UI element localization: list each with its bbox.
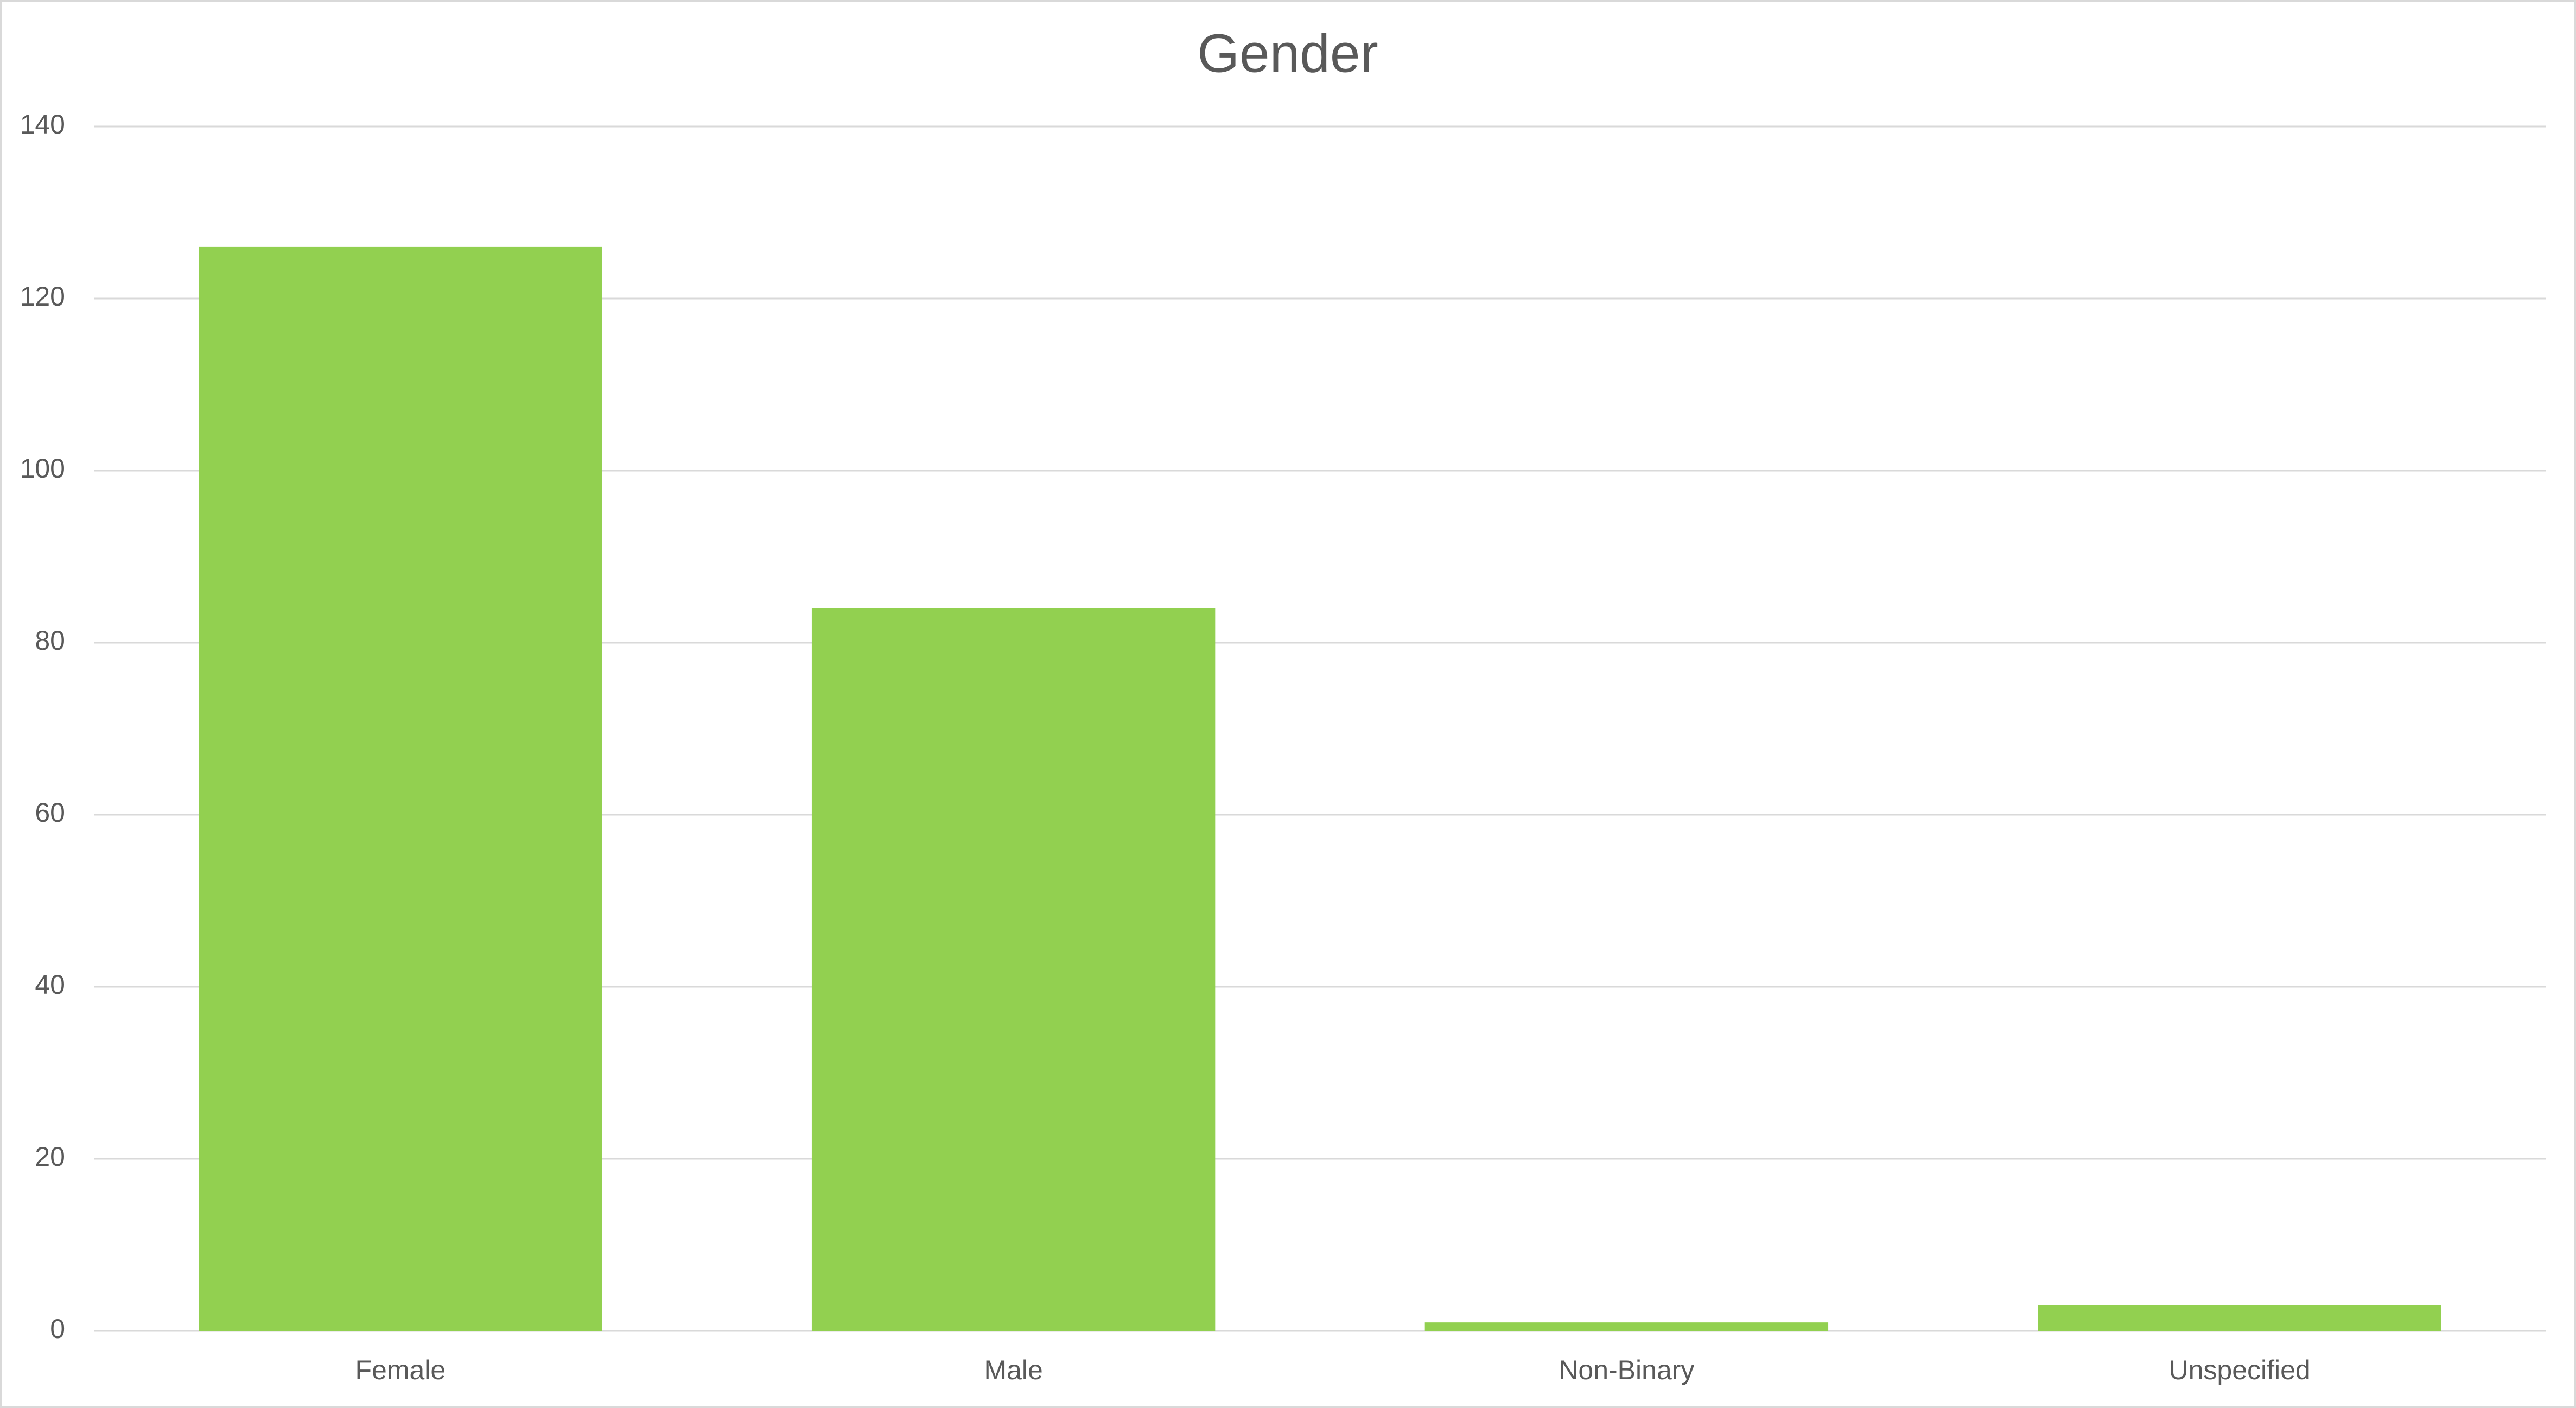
x-tick-label: Non-Binary <box>1559 1355 1694 1385</box>
y-tick-label: 60 <box>35 797 65 828</box>
bar <box>199 246 602 1331</box>
y-tick-label: 100 <box>20 453 65 484</box>
bar <box>1424 1322 1829 1331</box>
x-tick-label: Male <box>984 1355 1042 1385</box>
x-tick-label: Unspecified <box>2168 1355 2310 1385</box>
bar <box>811 608 1216 1331</box>
y-tick-label: 80 <box>35 625 65 656</box>
x-tick-label: Female <box>355 1355 446 1385</box>
y-tick-label: 40 <box>35 969 65 1000</box>
y-tick-label: 0 <box>50 1314 65 1344</box>
bar <box>2038 1305 2441 1331</box>
y-tick-label: 20 <box>35 1141 65 1172</box>
y-tick-label: 140 <box>20 109 65 139</box>
chart-title: Gender <box>1197 23 1378 84</box>
y-tick-label: 120 <box>20 281 65 312</box>
